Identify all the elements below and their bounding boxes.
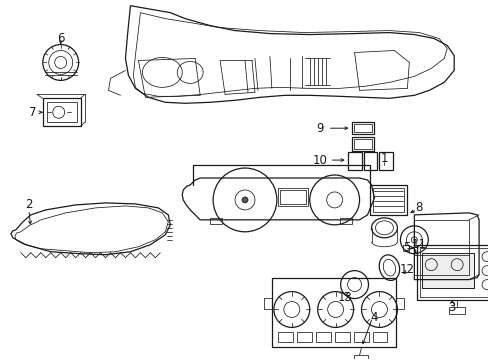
Bar	[353, 355, 367, 360]
Bar	[413, 220, 468, 275]
Bar	[372, 188, 404, 212]
Bar	[372, 332, 386, 342]
Bar	[42, 98, 81, 126]
Bar	[351, 122, 373, 134]
Bar	[379, 152, 393, 170]
Text: 2: 2	[25, 198, 33, 211]
Text: 4: 4	[370, 311, 378, 324]
Text: 13: 13	[337, 291, 351, 304]
Bar	[363, 152, 377, 170]
Bar	[210, 218, 222, 224]
Bar	[396, 298, 404, 310]
Text: 9: 9	[315, 122, 323, 135]
Bar	[422, 253, 473, 288]
Bar	[334, 332, 349, 342]
Bar	[353, 332, 368, 342]
Text: 1: 1	[380, 152, 387, 165]
Text: 10: 10	[312, 154, 326, 167]
Bar	[339, 218, 351, 224]
Bar	[416, 245, 488, 300]
Text: 12: 12	[399, 263, 414, 276]
Bar	[353, 139, 371, 149]
Bar	[277, 188, 307, 206]
Text: 11: 11	[411, 238, 426, 251]
Bar	[271, 278, 396, 347]
Text: 6: 6	[57, 32, 64, 45]
Bar	[353, 124, 371, 132]
Bar	[369, 185, 407, 215]
Bar	[264, 298, 271, 310]
Bar	[347, 152, 361, 170]
Bar	[422, 253, 473, 288]
Bar	[448, 306, 464, 315]
Bar	[351, 137, 373, 151]
Bar	[277, 332, 292, 342]
Bar	[315, 332, 330, 342]
Text: 7: 7	[29, 106, 37, 119]
Bar	[279, 190, 305, 204]
Bar	[420, 248, 488, 297]
Text: 5: 5	[402, 241, 409, 254]
Text: 3: 3	[447, 301, 455, 314]
Bar	[296, 332, 311, 342]
Bar	[47, 102, 77, 122]
Bar	[403, 245, 408, 251]
Text: 8: 8	[415, 201, 422, 215]
Circle shape	[242, 197, 247, 203]
